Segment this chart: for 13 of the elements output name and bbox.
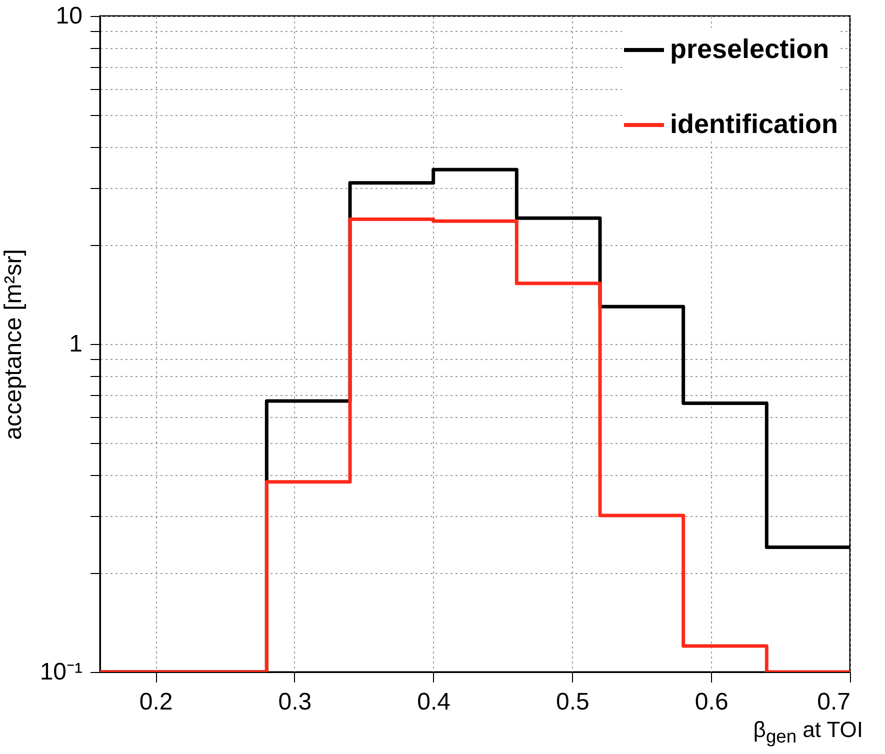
x-tick-label: 0.7 bbox=[817, 688, 850, 716]
legend-label: preselection bbox=[670, 34, 830, 64]
y-tick-label: 1 bbox=[69, 330, 82, 358]
y-tick-label: 10 bbox=[56, 2, 82, 30]
y-axis-title: acceptance [m²sr] bbox=[0, 249, 27, 440]
x-tick-label: 0.5 bbox=[556, 688, 590, 716]
x-axis-title: β$_{gen}$ at TOI bbox=[753, 717, 863, 748]
x-tick-label: 0.4 bbox=[417, 688, 451, 716]
x-tick-label: 0.2 bbox=[139, 688, 173, 716]
legend-label: identification bbox=[670, 109, 838, 139]
x-tick-label: 0.3 bbox=[278, 688, 312, 716]
x-tick-label: 0.6 bbox=[694, 688, 728, 716]
y-tick-label: 10⁻¹ bbox=[40, 658, 83, 686]
